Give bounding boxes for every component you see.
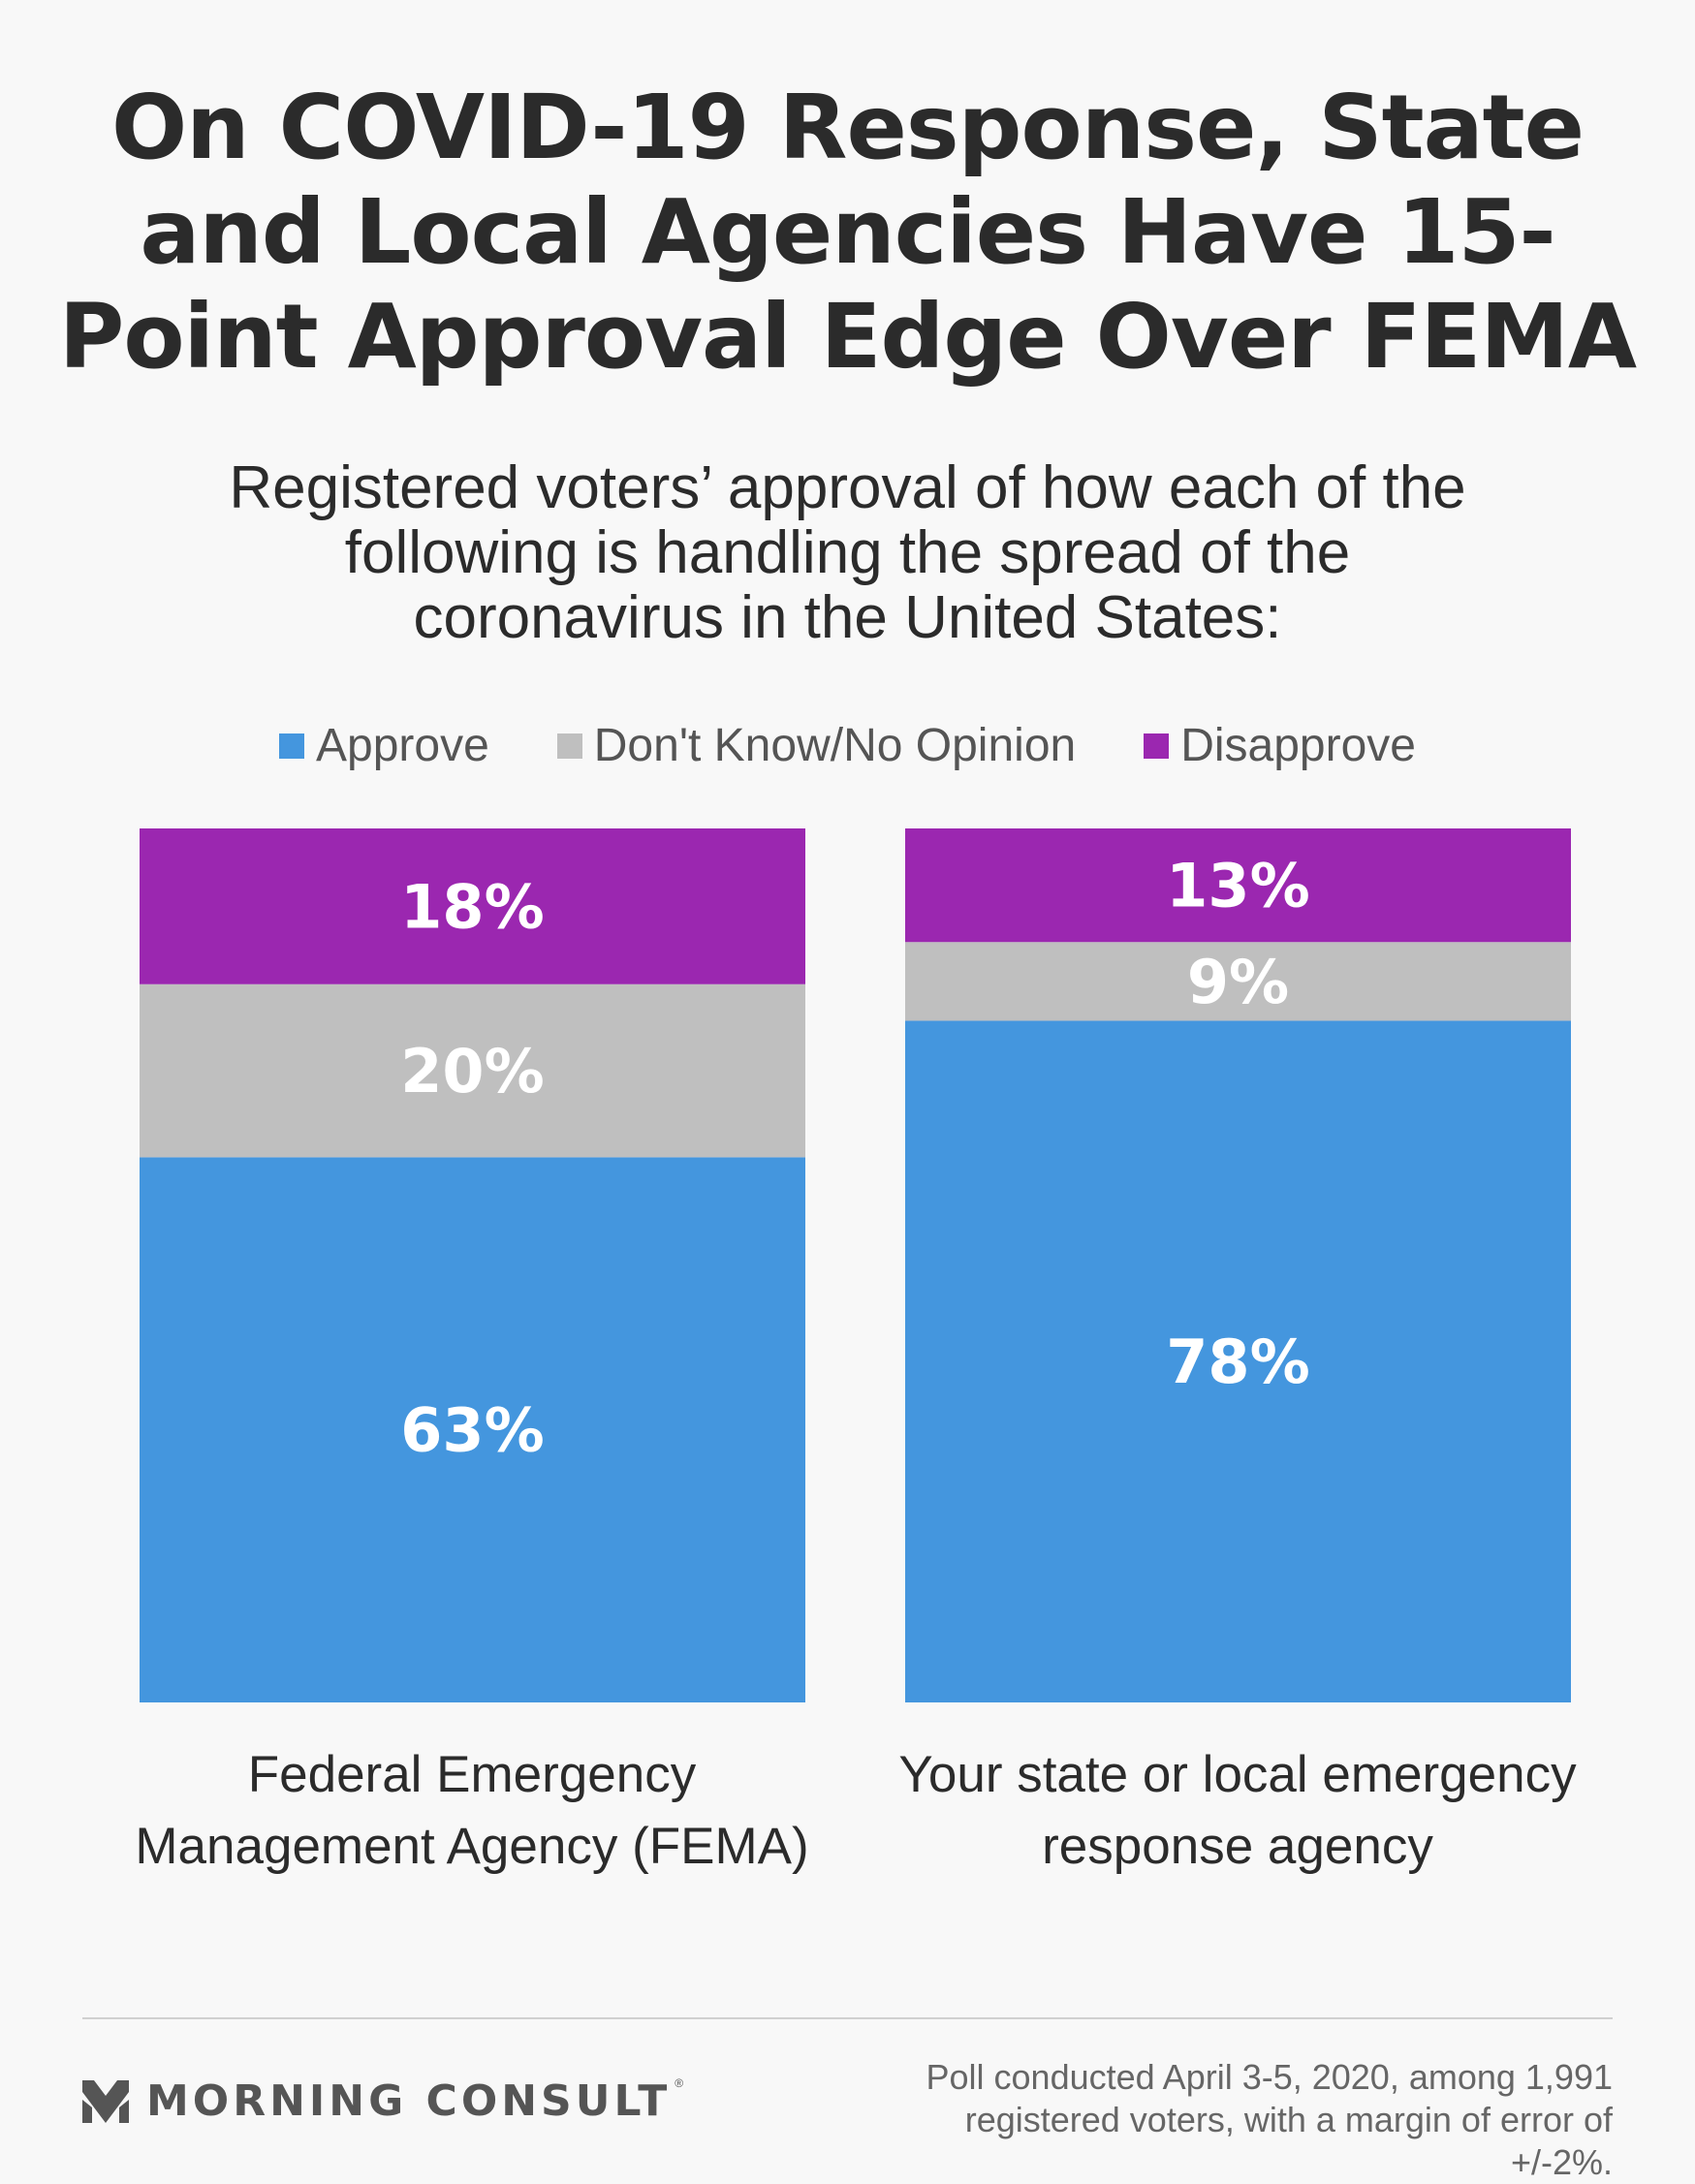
data-label-don-t-know-no-opinion-0: 20% bbox=[400, 1036, 544, 1107]
data-label-approve-0: 63% bbox=[400, 1395, 544, 1466]
data-label-disapprove-1: 13% bbox=[1166, 851, 1309, 921]
brand-logo: MORNING CONSULT ® bbox=[82, 2076, 683, 2126]
legend-item-disapprove: Disapprove bbox=[1144, 719, 1416, 772]
bar-segment-approve-1 bbox=[905, 1020, 1571, 1702]
legend-label-dont-know: Don't Know/No Opinion bbox=[593, 720, 1077, 771]
brand-registered-mark: ® bbox=[675, 2076, 684, 2090]
data-label-disapprove-0: 18% bbox=[400, 871, 544, 942]
legend: Approve Don't Know/No Opinion Disapprove bbox=[0, 719, 1695, 772]
footer-divider bbox=[82, 2017, 1613, 2019]
legend-swatch-disapprove bbox=[1144, 733, 1170, 759]
data-label-don-t-know-no-opinion-1: 9% bbox=[1187, 947, 1289, 1017]
legend-swatch-dont-know bbox=[556, 733, 582, 759]
category-label-state-local: Your state or local emergency response a… bbox=[898, 1746, 1577, 1875]
bar-segment-disapprove-0 bbox=[140, 828, 805, 984]
source-note: Poll conducted April 3-5, 2020, among 1,… bbox=[926, 2057, 1614, 2182]
legend-item-dont-know: Don't Know/No Opinion bbox=[556, 719, 1077, 772]
legend-label-approve: Approve bbox=[315, 720, 489, 771]
legend-item-approve: Approve bbox=[278, 719, 489, 772]
legend-swatch-approve bbox=[278, 733, 304, 759]
bar-segment-approve-0 bbox=[140, 1157, 805, 1702]
morning-consult-m-icon bbox=[82, 2079, 129, 2123]
category-label-fema: Federal Emergency Management Agency (FEM… bbox=[135, 1746, 809, 1875]
brand-name: MORNING CONSULT bbox=[146, 2076, 672, 2126]
bar-segment-disapprove-1 bbox=[905, 828, 1571, 943]
bar-segment-don-t-know-no-opinion-1 bbox=[905, 942, 1571, 1021]
chart-subtitle: Registered voters’ approval of how each … bbox=[229, 454, 1466, 651]
bar-segment-don-t-know-no-opinion-0 bbox=[140, 983, 805, 1158]
data-label-approve-1: 78% bbox=[1166, 1326, 1309, 1397]
chart-title: On COVID-19 Response, State and Local Ag… bbox=[58, 76, 1637, 389]
legend-label-disapprove: Disapprove bbox=[1180, 720, 1416, 771]
